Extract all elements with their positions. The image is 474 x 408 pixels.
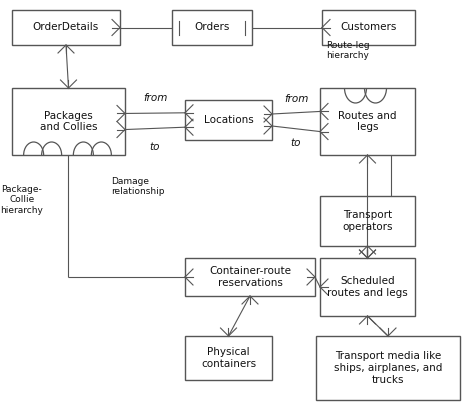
Text: Routes and
legs: Routes and legs xyxy=(338,111,397,132)
Bar xyxy=(172,10,252,45)
Text: Transport
operators: Transport operators xyxy=(342,210,393,232)
Text: Transport media like
ships, airplanes, and
trucks: Transport media like ships, airplanes, a… xyxy=(334,351,442,385)
Text: Route-leg
hierarchy: Route-leg hierarchy xyxy=(326,41,369,60)
Bar xyxy=(185,258,315,296)
Text: Packages
and Collies: Packages and Collies xyxy=(40,111,97,132)
Bar xyxy=(320,258,415,316)
Text: to: to xyxy=(150,142,160,151)
Text: Locations: Locations xyxy=(204,115,254,125)
Bar xyxy=(320,196,415,246)
Bar xyxy=(320,88,415,155)
Text: Package-
Collie
hierarchy: Package- Collie hierarchy xyxy=(0,185,43,215)
Bar xyxy=(185,100,272,140)
Text: OrderDetails: OrderDetails xyxy=(33,22,99,33)
Text: Physical
containers: Physical containers xyxy=(201,347,256,369)
Text: Customers: Customers xyxy=(340,22,397,33)
Text: from: from xyxy=(284,94,308,104)
Text: from: from xyxy=(143,93,167,104)
Bar xyxy=(185,336,272,380)
Text: to: to xyxy=(291,138,301,148)
Text: Container-route
reservations: Container-route reservations xyxy=(209,266,291,288)
Bar xyxy=(12,10,120,45)
Bar xyxy=(12,88,125,155)
Text: Orders: Orders xyxy=(194,22,230,33)
Bar xyxy=(322,10,415,45)
Bar xyxy=(316,336,460,400)
Text: Damage
relationship: Damage relationship xyxy=(111,177,165,196)
Text: Scheduled
routes and legs: Scheduled routes and legs xyxy=(327,276,408,298)
